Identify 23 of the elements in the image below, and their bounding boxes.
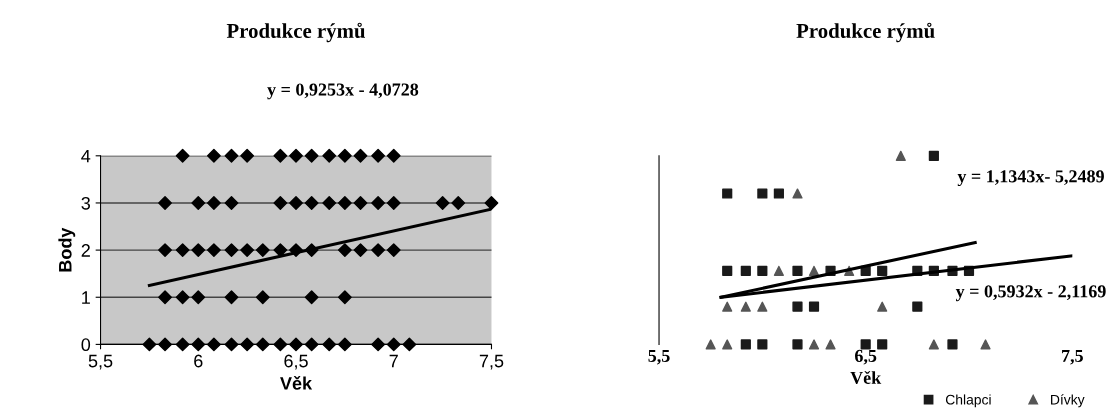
y-axis-title: Body [58, 227, 76, 272]
y-tick-label: 1 [82, 291, 90, 304]
y-tick-label: 3 [81, 196, 91, 210]
y-tick-label: 0 [81, 338, 91, 352]
y-tick-label: 2 [81, 244, 90, 257]
x-axis-title: Věk [280, 376, 313, 390]
x-tick-label: 7 [389, 354, 398, 368]
legend-label: Chlapci [945, 394, 991, 408]
x-axis-title: Věk [850, 370, 882, 384]
annotation: y = 1,1343x- 5,2489 [957, 170, 1104, 187]
chart-title: Produkce rýmů [226, 22, 365, 43]
x-tick-label: 5,5 [648, 349, 670, 365]
chart-title: Produkce rýmů [796, 22, 935, 43]
x-tick-label: 7,5 [1062, 349, 1083, 365]
text: y = 0,9253x - 4,0728 [267, 83, 419, 100]
legend-label: Dívky [1051, 394, 1085, 408]
annotation: y = 0,5932x - 2,1169 [955, 285, 1106, 302]
x-tick-label: 6,5 [855, 349, 877, 365]
x-tick-label: 6 [194, 354, 203, 368]
x-tick-label: 6,5 [284, 354, 308, 370]
y-tick-label: 4 [81, 149, 91, 163]
x-tick-label: 5,5 [88, 354, 113, 370]
x-tick-label: 7,5 [479, 354, 504, 370]
